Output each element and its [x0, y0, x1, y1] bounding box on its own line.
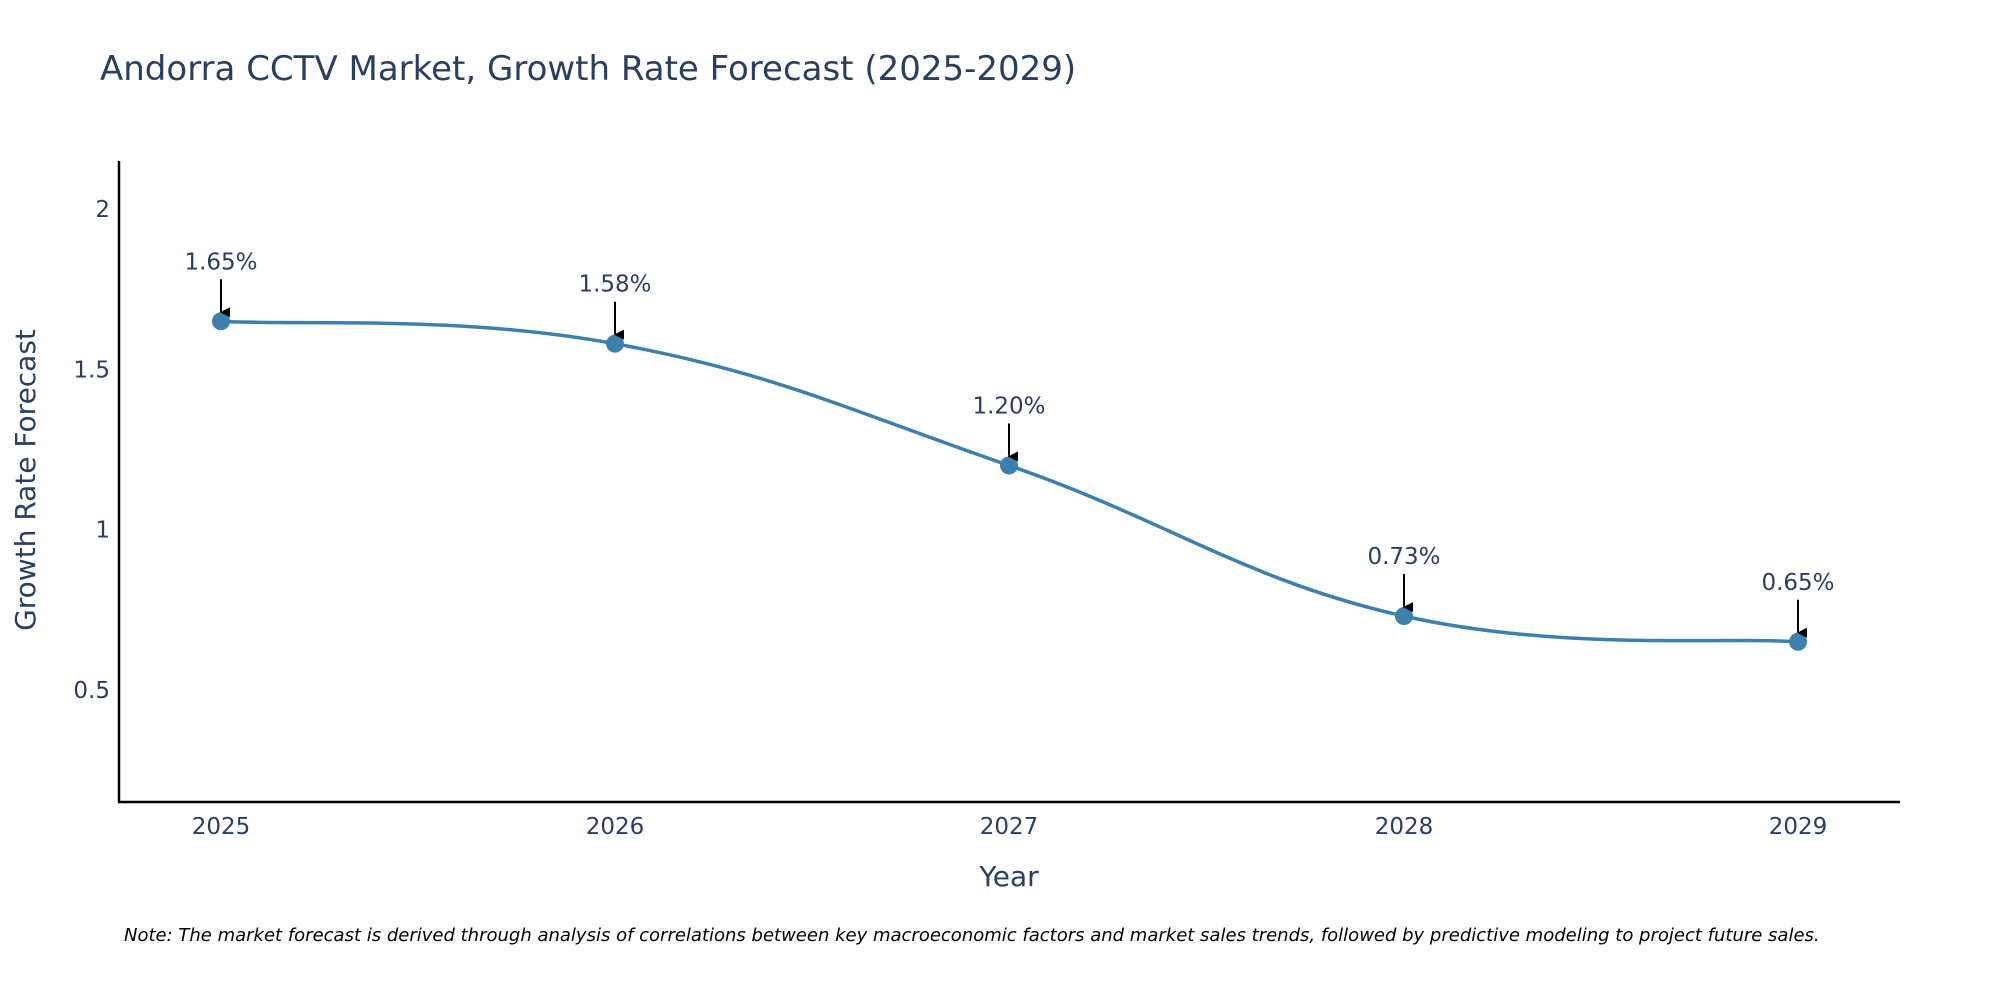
data-point-marker [606, 334, 624, 353]
y-axis-title: Growth Rate Forecast [9, 329, 42, 631]
x-tick-label: 2025 [192, 814, 251, 840]
y-tick-label: 2 [95, 197, 110, 223]
data-label: 1.65% [184, 249, 257, 275]
footnote: Note: The market forecast is derived thr… [124, 925, 1820, 946]
data-label: 1.58% [578, 272, 651, 298]
x-tick-label: 2027 [980, 814, 1039, 840]
series-markers [212, 312, 1807, 651]
data-point-marker [1395, 607, 1413, 626]
x-tick-label: 2028 [1375, 814, 1434, 840]
data-label: 0.73% [1367, 544, 1440, 570]
y-tick-label: 1.5 [73, 357, 110, 383]
data-point-marker [212, 312, 230, 331]
data-annotations: 1.65% 1.58% 1.20% 0.73% 0.65% [184, 249, 1835, 638]
data-label: 0.65% [1761, 570, 1834, 596]
y-tick-label: 1 [95, 518, 110, 544]
x-tick-label: 2029 [1769, 814, 1828, 840]
x-tick-label: 2026 [586, 814, 645, 840]
x-tick-labels: 2025 2026 2027 2028 2029 [192, 814, 1828, 840]
series-line [220, 319, 1799, 644]
chart-title: Andorra CCTV Market, Growth Rate Forecas… [100, 49, 1076, 89]
data-point-marker [1789, 632, 1807, 651]
data-point-marker [1000, 456, 1018, 475]
y-tick-label: 0.5 [73, 678, 110, 704]
data-label: 1.20% [972, 393, 1045, 419]
x-axis-title: Year [978, 860, 1039, 893]
y-tick-labels: 0.5 1 1.5 2 [73, 197, 110, 704]
